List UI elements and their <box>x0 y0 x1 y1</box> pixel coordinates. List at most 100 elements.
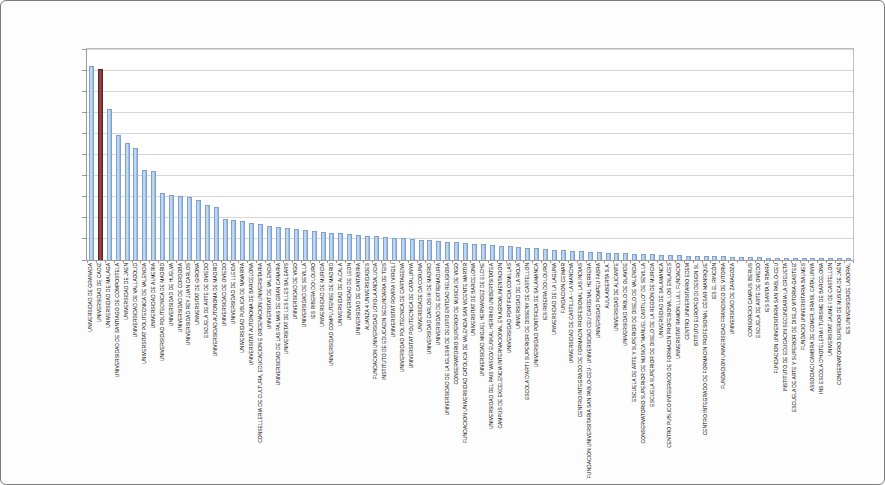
bar <box>401 238 406 260</box>
bar <box>214 207 219 260</box>
y-axis-tick <box>82 91 86 92</box>
x-axis-tick <box>853 260 854 263</box>
x-axis-category-label: UNIVERSITAT RAMON LLULL FUNDACIO <box>675 263 681 359</box>
bar <box>89 66 94 260</box>
bar <box>650 254 655 260</box>
x-axis-category-label: ESCUELA DE ARTE Y SUPERIOR DE DISE„O VIT… <box>791 263 797 412</box>
x-axis-category-label: FUNDACIO UNIVERSITARIA BALMES <box>800 263 806 350</box>
x-axis-category-label: CONSORCIO CAMPUS IBERUS <box>747 263 753 337</box>
bar <box>169 195 174 260</box>
bar <box>472 244 477 261</box>
y-axis-tick <box>82 260 86 261</box>
bar <box>419 240 424 260</box>
bar <box>463 243 468 260</box>
bar <box>534 248 539 260</box>
y-axis-tick <box>82 70 86 71</box>
x-axis-category-label: ESCUELA SUPERIOR DE DISE„O DE LA REGIÓN … <box>649 263 655 407</box>
bar <box>748 257 753 260</box>
x-axis-category-label: UNIVERSIDAD DE HUELVA <box>168 263 174 326</box>
x-axis-category-label: UNIVERSIDAD DEL PAIS VASCO/ EUSKAL HERRI… <box>488 263 494 429</box>
bar <box>187 197 192 260</box>
x-axis-category-label: IES EL RINCÓN <box>711 263 717 300</box>
bar <box>178 196 183 260</box>
x-axis-category-label: CONSELLERIA DE CULTURA, EDUCACION E ORDE… <box>257 263 263 443</box>
x-axis-category-label: UNIVERSITAT DE GIRONA <box>194 263 200 325</box>
bar <box>588 252 593 260</box>
bar <box>142 170 147 260</box>
bar <box>819 258 824 260</box>
x-axis-category-label: UNIVERSIDAD DE GRANADA <box>87 263 93 332</box>
x-axis-category-label: UNIVERSITAT JAUME I DE CASTELLON <box>827 263 833 356</box>
x-axis-category-label: UNIVERSIDAD PONTIFICIA DE SALAMANCA <box>533 263 539 367</box>
x-axis-category-label: UNIVERSITAT POLITECNICA DE CATALUNYA <box>408 263 414 368</box>
x-axis-category-label: INSTITUTO DE EDUCACIN SECUNDARIA DE TEIS <box>381 263 387 380</box>
y-axis-tick <box>82 196 86 197</box>
x-axis-category-label: IES SANTA B·RBARA <box>764 263 770 312</box>
bar <box>267 226 272 260</box>
bar <box>828 258 833 260</box>
bar <box>802 258 807 260</box>
bar <box>516 247 521 260</box>
bar <box>392 238 397 260</box>
x-axis-category-label: UNIVERSIDAD DE VALLADOLID <box>132 263 138 337</box>
gridline <box>87 175 853 176</box>
bar <box>294 229 299 260</box>
x-axis-category-label: ESCUELA DE ARTE DE OVIEDO <box>203 263 209 338</box>
x-axis-category-label: UNIVERSITAT DE LES ILLES BALEARS <box>283 263 289 354</box>
x-axis-category-label: FUNDACION UNIVERSIDAD FRANCISCO DE VITOR… <box>720 263 726 389</box>
bar <box>107 109 112 260</box>
x-axis-category-label: UNIVERSIDAD DE VIGO <box>292 263 298 319</box>
x-axis-category-label: IES RIBEIRA DO LOURO <box>542 263 548 320</box>
bar <box>623 253 628 260</box>
x-axis-category-label: UNIVERSIDAD COMPLUTENSE DE MADRID <box>328 263 334 366</box>
gridline <box>87 217 853 218</box>
x-axis-category-label: UNIVERSITAT ROVIRA I VIRGILI <box>390 263 396 337</box>
gridline <box>87 112 853 113</box>
bar <box>383 237 388 260</box>
bar <box>454 242 459 260</box>
x-axis-category-label: UNIVERSIDAD AUTONOMA DE MADRID <box>212 263 218 356</box>
bar <box>374 236 379 260</box>
y-axis-tick <box>82 175 86 176</box>
y-axis-tick <box>82 238 86 239</box>
bar <box>561 250 566 260</box>
x-axis-category-label: UNIVERSITAT AUTONOMA DE BARCELONA <box>248 263 254 365</box>
bar <box>116 135 121 260</box>
x-axis-category-label: CENTRO INTEGRADO DE FORMACIN PROFESIONAL… <box>702 263 708 435</box>
x-axis-category-label: CONSERVATORIO SUPERIOR DE MUSICA DE JAÉN <box>836 263 842 385</box>
bar <box>525 248 530 260</box>
x-axis-category-label: UNIVERSIDAD DE ALCALA <box>337 263 343 326</box>
x-axis-category-label: ALIANZA 4 UNIVERSIDADES <box>364 263 370 330</box>
bar <box>739 257 744 260</box>
gridline <box>87 196 853 197</box>
x-axis-category-label: UNIVERSIDAD DE CANTABRIA <box>355 263 361 335</box>
x-axis-category-label: FUNDACION UNIVERSITARIA SAN PABLO-CEU - … <box>586 263 592 478</box>
bar <box>151 171 156 260</box>
x-axis-category-label: ESCUELA DE ARTE DE OVIEDO <box>755 263 761 338</box>
x-axis-category-label: UNIVERSIDAD DE ALICANTE <box>613 263 619 331</box>
x-axis-category-label: UNIVERSIDAD DE CASTILLA - LA MANCHA <box>568 263 574 364</box>
gridline <box>87 154 853 155</box>
bar <box>338 233 343 260</box>
x-axis-category-label: UNIVERSIDAD DE SEVILLA <box>301 263 307 327</box>
bar <box>721 256 726 260</box>
x-axis-category-label: UNIVERSIDAD DE LEON <box>346 263 352 321</box>
x-axis-category-label: FUNDACION CEIMAR <box>560 263 566 314</box>
y-axis-tick <box>82 154 86 155</box>
y-axis-tick <box>82 49 86 50</box>
bar <box>356 235 361 260</box>
bar <box>133 148 138 260</box>
x-axis-category-label: UNIVERSIDAD DE ZARAGOZA <box>729 263 735 334</box>
bar <box>614 253 619 260</box>
x-axis-category-label: CENTRO INTEGRADO DE FORMACIN PROFESIONAL… <box>577 263 583 417</box>
x-axis-category-label: FUNDACION UNIVERSIDAD LOYOLA ANDALUCIA <box>372 263 378 379</box>
x-axis-category-label: UNIVERSIDAD MIGUEL HERNANDEZ DE ELCHE <box>479 263 485 376</box>
x-axis-category-label: AULA ABIERTA S.A. <box>604 263 610 308</box>
x-axis-category-label: UNIVERSIDAD CARLOS III DE MADRID <box>426 263 432 354</box>
x-axis-category-label: UNIVERSIDAD DE JAEN <box>123 263 129 320</box>
bar <box>125 143 130 260</box>
x-axis-category-label: FUNDACION UNIVERSITARIA SAN PABLO-CEU <box>773 263 779 373</box>
bar <box>481 244 486 260</box>
bar <box>784 258 789 260</box>
bar <box>775 258 780 260</box>
